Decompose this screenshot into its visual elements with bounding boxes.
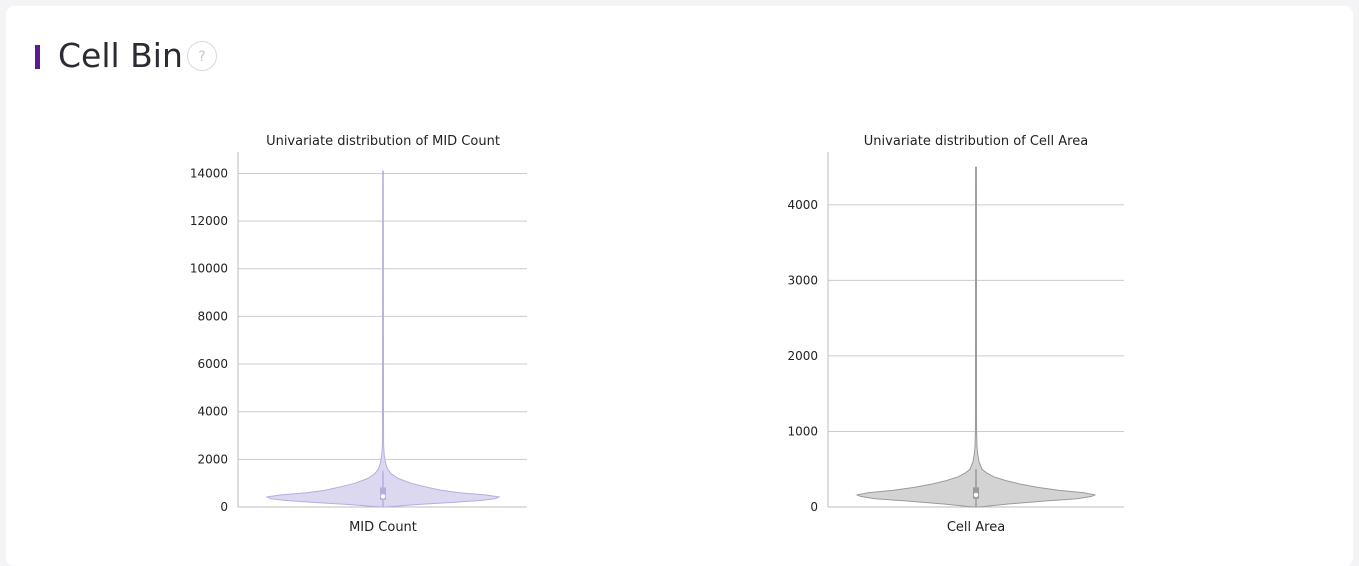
question-mark-icon[interactable]: ? [187,41,217,71]
y-tick-label: 1000 [787,424,818,438]
chart-title: Univariate distribution of MID Count [266,134,500,149]
y-tick-label: 8000 [197,309,228,323]
y-tick-label: 6000 [197,357,228,371]
violin-chart-2: 0 1000 2000 3000 4000 Univariate distribution… [787,134,1124,535]
violin-body [265,170,501,508]
y-tick-label: 4000 [787,198,818,212]
y-tick-label: 2000 [197,452,228,466]
y-tick-label: 0 [220,500,228,514]
y-tick-label: 0 [810,500,818,514]
y-tick-label: 14000 [190,166,228,180]
x-tick-label: Cell Area [947,520,1005,535]
violin-median-dot [973,492,979,498]
x-tick-label: MID Count [349,520,417,535]
violin-chart-1: 0 2000 4000 6000 8000 10000 12000 14000 Univaria… [190,134,527,535]
chart-title: Univariate distribution of Cell Area [864,134,1088,149]
violin-iqr-box [380,487,386,500]
section-title: Cell Bin [58,36,183,75]
title-accent-bar [35,45,40,69]
violin-body [855,166,1097,508]
y-tick-label: 12000 [190,214,228,228]
y-tick-label: 4000 [197,405,228,419]
y-tick-label: 2000 [787,349,818,363]
y-tick-label: 3000 [787,273,818,287]
violin-median-dot [380,494,386,499]
cell-bin-panel [6,6,1353,566]
y-tick-label: 10000 [190,262,228,276]
